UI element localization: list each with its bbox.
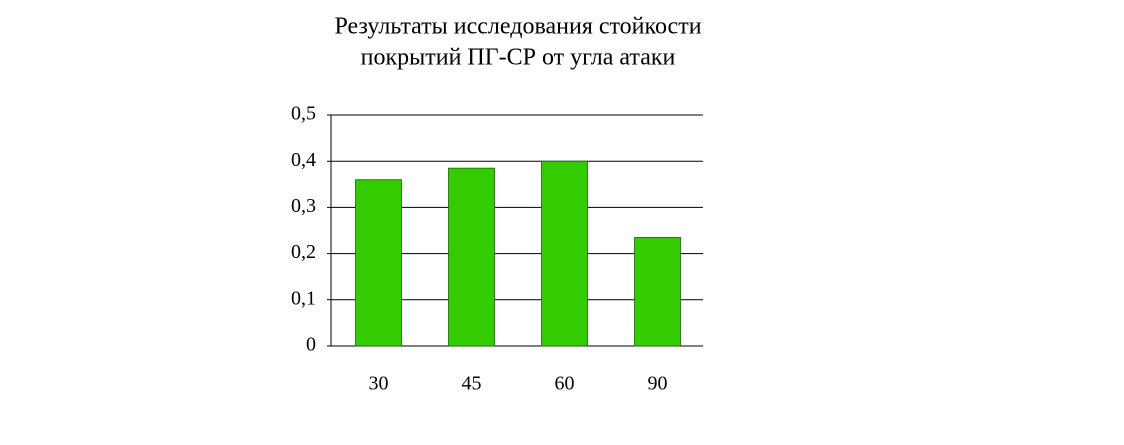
- x-tick-label: 90: [648, 373, 668, 395]
- bar: [448, 167, 495, 347]
- x-tick-label: 30: [369, 373, 389, 395]
- chart-title: покрытий ПГ-СР от угла атаки: [361, 45, 676, 71]
- bar: [541, 160, 588, 347]
- x-tick-label: 60: [555, 373, 575, 395]
- x-tick-label: 45: [462, 373, 482, 395]
- y-tick-label: 0,2: [291, 241, 316, 263]
- bar: [355, 179, 402, 347]
- y-tick-label: 0,3: [291, 195, 316, 217]
- bar: [634, 237, 681, 347]
- y-tick-label: 0: [306, 334, 316, 356]
- y-tick-label: 0,5: [291, 103, 316, 125]
- chart-title: Результаты исследования стойкости: [334, 14, 701, 40]
- y-tick-label: 0,4: [291, 149, 316, 171]
- y-tick-label: 0,1: [291, 287, 316, 309]
